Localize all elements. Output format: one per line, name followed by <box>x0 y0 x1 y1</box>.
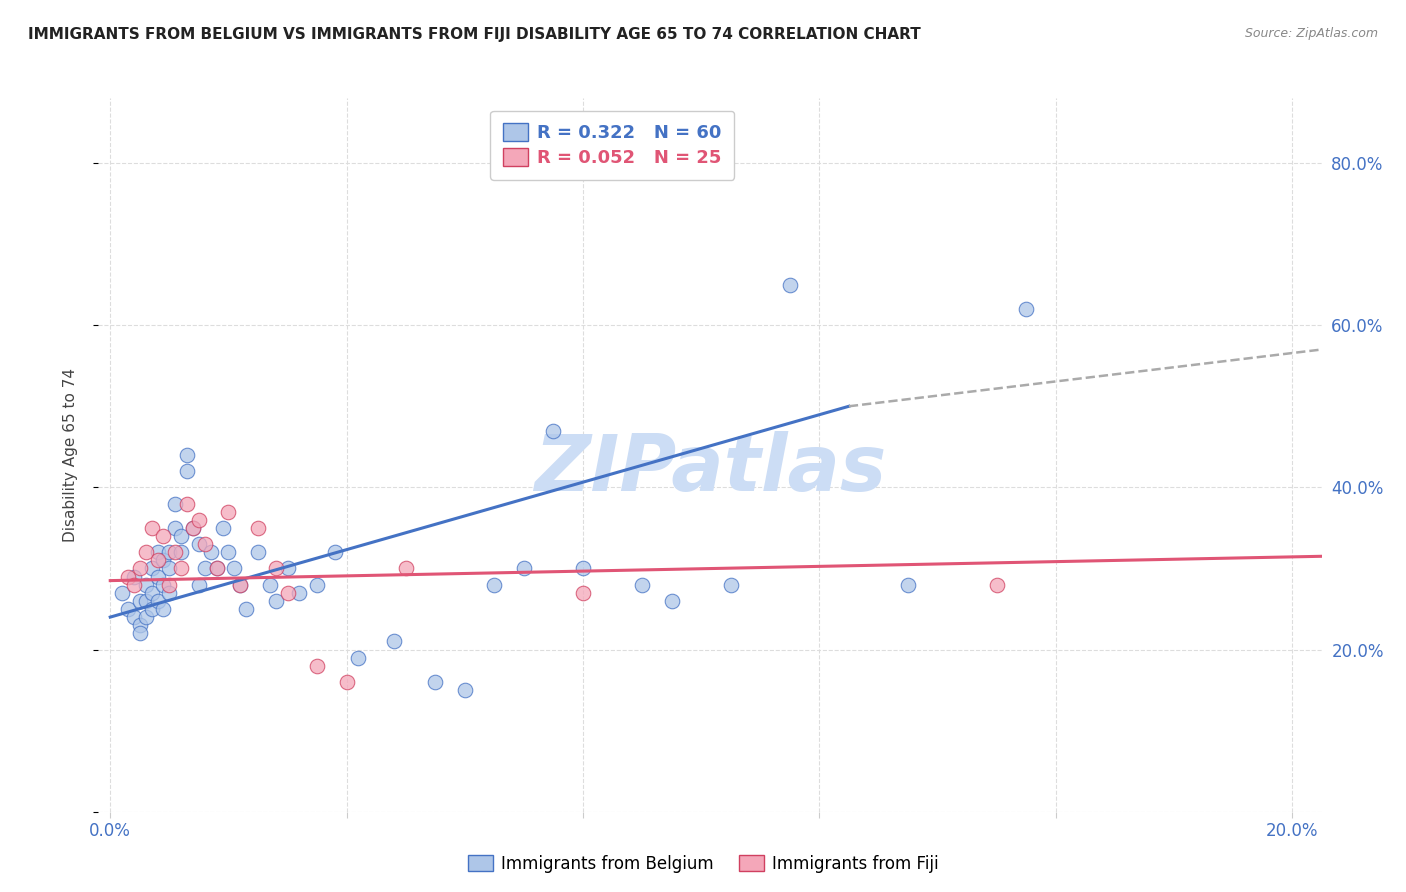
Point <box>187 577 209 591</box>
Point <box>246 545 269 559</box>
Legend: Immigrants from Belgium, Immigrants from Fiji: Immigrants from Belgium, Immigrants from… <box>461 848 945 880</box>
Point <box>425 675 447 690</box>
Point <box>205 561 228 575</box>
Point <box>194 537 217 551</box>
Point <box>122 577 145 591</box>
Point <box>165 497 187 511</box>
Point <box>307 658 329 673</box>
Point <box>176 448 198 462</box>
Point <box>111 586 134 600</box>
Point <box>217 545 239 559</box>
Point <box>152 602 174 616</box>
Point <box>259 577 281 591</box>
Point <box>513 561 536 575</box>
Point <box>152 529 174 543</box>
Point <box>264 594 287 608</box>
Point <box>543 424 565 438</box>
Point <box>170 529 193 543</box>
Point <box>572 586 595 600</box>
Point <box>211 521 233 535</box>
Point <box>454 683 477 698</box>
Point <box>152 553 174 567</box>
Point <box>229 577 252 591</box>
Point <box>141 586 163 600</box>
Point <box>146 545 169 559</box>
Point <box>986 577 1008 591</box>
Point <box>307 577 329 591</box>
Point <box>117 602 139 616</box>
Point <box>264 561 287 575</box>
Point <box>157 545 180 559</box>
Point <box>205 561 228 575</box>
Point <box>135 577 157 591</box>
Point <box>224 561 246 575</box>
Point <box>661 594 683 608</box>
Point <box>572 561 595 575</box>
Point <box>157 561 180 575</box>
Text: ZIPatlas: ZIPatlas <box>534 431 886 508</box>
Point <box>200 545 222 559</box>
Point <box>146 553 169 567</box>
Point <box>897 577 920 591</box>
Point <box>141 602 163 616</box>
Point <box>235 602 257 616</box>
Point <box>176 464 198 478</box>
Point <box>395 561 418 575</box>
Point <box>276 561 298 575</box>
Point <box>181 521 204 535</box>
Point <box>122 610 145 624</box>
Point <box>152 577 174 591</box>
Point <box>141 521 163 535</box>
Point <box>176 497 198 511</box>
Point <box>1015 301 1038 316</box>
Point <box>347 650 370 665</box>
Point <box>128 626 150 640</box>
Point <box>187 537 209 551</box>
Point <box>135 594 157 608</box>
Point <box>146 569 169 583</box>
Text: IMMIGRANTS FROM BELGIUM VS IMMIGRANTS FROM FIJI DISABILITY AGE 65 TO 74 CORRELAT: IMMIGRANTS FROM BELGIUM VS IMMIGRANTS FR… <box>28 27 921 42</box>
Legend: R = 0.322   N = 60, R = 0.052   N = 25: R = 0.322 N = 60, R = 0.052 N = 25 <box>491 111 734 180</box>
Point <box>170 545 193 559</box>
Point <box>720 577 742 591</box>
Y-axis label: Disability Age 65 to 74: Disability Age 65 to 74 <box>63 368 77 542</box>
Point <box>157 586 180 600</box>
Point <box>135 610 157 624</box>
Text: Source: ZipAtlas.com: Source: ZipAtlas.com <box>1244 27 1378 40</box>
Point <box>181 521 204 535</box>
Point <box>135 545 157 559</box>
Point <box>141 561 163 575</box>
Point <box>229 577 252 591</box>
Point <box>631 577 654 591</box>
Point <box>122 569 145 583</box>
Point <box>779 277 801 292</box>
Point <box>157 577 180 591</box>
Point <box>165 521 187 535</box>
Point <box>165 545 187 559</box>
Point <box>288 586 311 600</box>
Point <box>128 594 150 608</box>
Point <box>146 594 169 608</box>
Point <box>382 634 405 648</box>
Point <box>194 561 217 575</box>
Point <box>217 505 239 519</box>
Point <box>323 545 346 559</box>
Point <box>128 561 150 575</box>
Point <box>484 577 506 591</box>
Point <box>117 569 139 583</box>
Point <box>187 513 209 527</box>
Point <box>170 561 193 575</box>
Point <box>336 675 359 690</box>
Point <box>276 586 298 600</box>
Point <box>246 521 269 535</box>
Point <box>128 618 150 632</box>
